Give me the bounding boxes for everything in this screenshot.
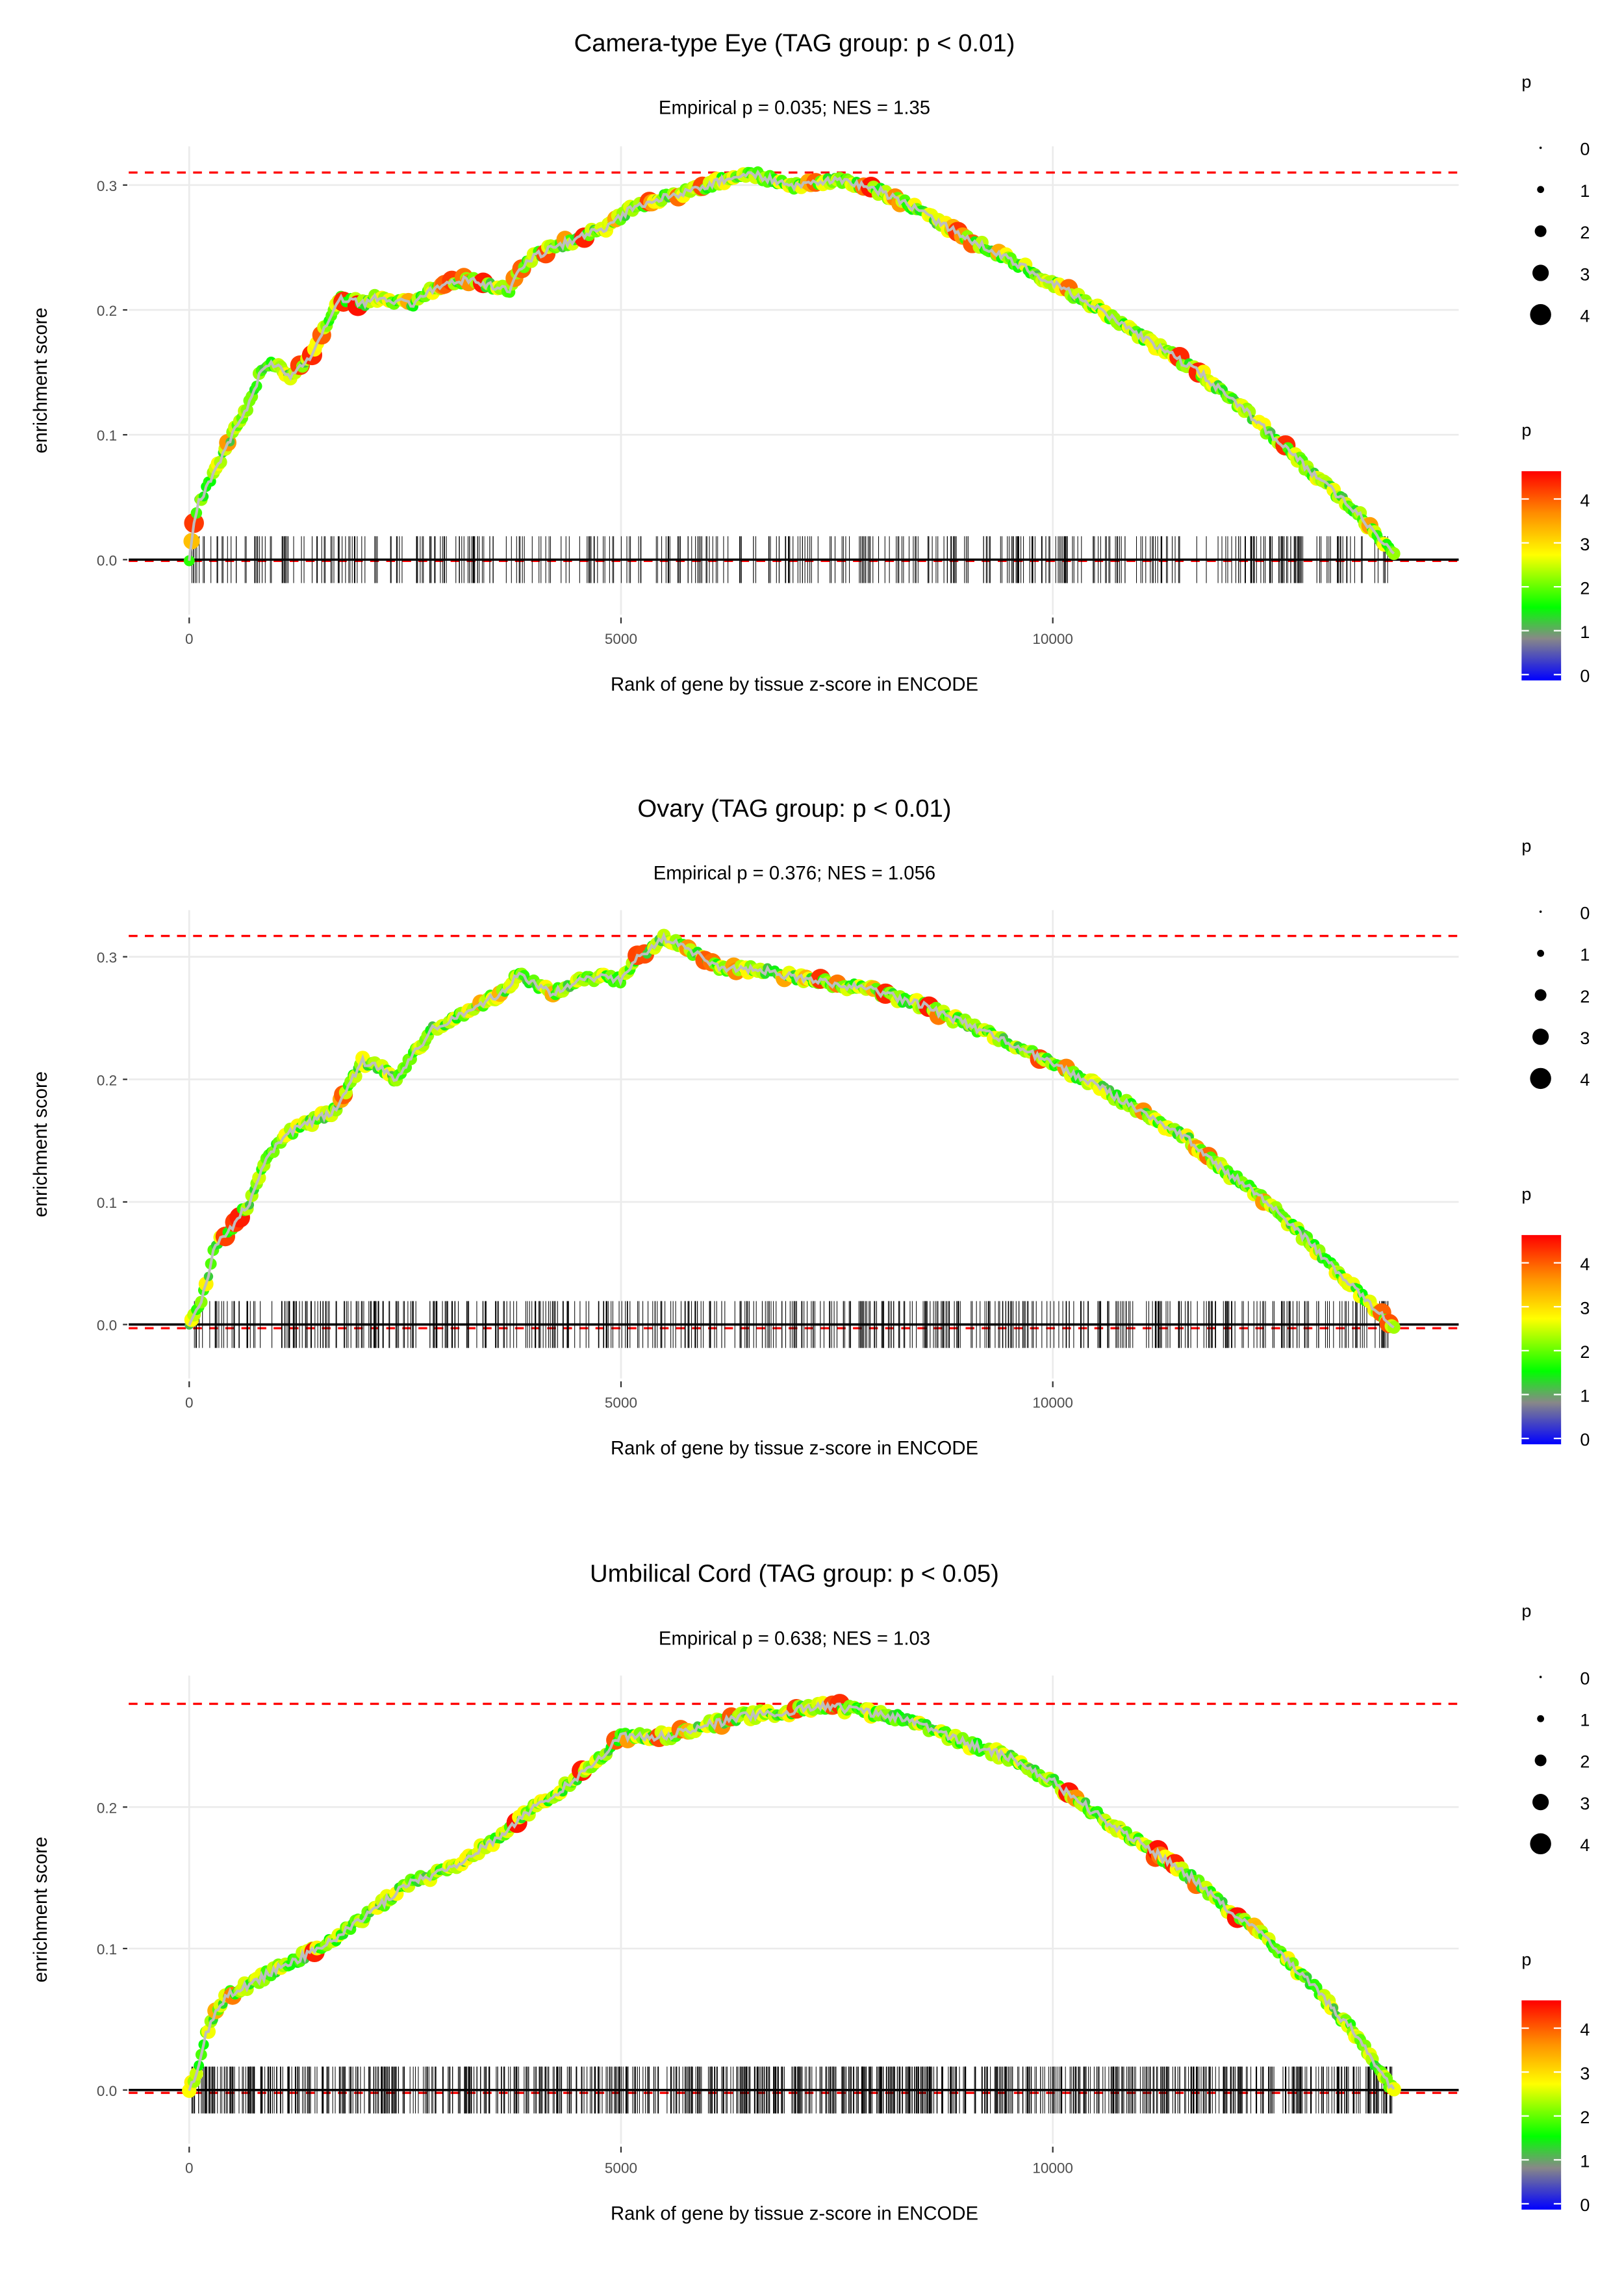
x-tick-label: 10000 <box>1032 2160 1073 2177</box>
x-tick-label: 0 <box>185 631 194 647</box>
y-tick-label: 0.2 <box>97 1800 117 1816</box>
color-legend-title: p <box>1521 420 1531 440</box>
size-legend-label: 3 <box>1580 264 1590 284</box>
size-legend-dot <box>1539 146 1542 149</box>
size-legend-dot <box>1530 1833 1551 1855</box>
size-legend-dot <box>1537 949 1545 957</box>
legend: p 0 1 2 3 4 p 0 1 2 3 4 <box>1521 1602 1590 2215</box>
color-legend-label: 3 <box>1580 1299 1590 1318</box>
color-legend-label: 0 <box>1580 2195 1590 2215</box>
size-legend-label: 1 <box>1580 181 1590 201</box>
size-legend-title: p <box>1521 836 1531 856</box>
color-legend-label: 2 <box>1580 578 1590 598</box>
color-legend-label: 3 <box>1580 2063 1590 2083</box>
running-es-line <box>188 169 1395 561</box>
size-legend-dot <box>1534 225 1547 237</box>
color-legend-bar <box>1521 471 1562 681</box>
y-tick-label: 0.0 <box>97 1318 117 1334</box>
x-tick-label: 5000 <box>605 2160 637 2177</box>
size-legend-dot <box>1530 304 1551 326</box>
gene-points <box>183 166 1401 567</box>
color-legend-label: 1 <box>1580 1386 1590 1406</box>
plot-subtitle: Empirical p = 0.638; NES = 1.03 <box>659 1629 930 1650</box>
gene-points <box>182 1694 1401 2098</box>
y-axis-label: enrichment score <box>31 1837 51 1982</box>
x-tick-label: 0 <box>185 1395 194 1411</box>
size-legend-label: 2 <box>1580 1752 1590 1772</box>
panel-3: Umbilical Cord (TAG group: p < 0.05) Empi… <box>31 1560 1590 2225</box>
plot-title: Camera-type Eye (TAG group: p < 0.01) <box>574 29 1015 57</box>
size-legend-dot <box>1534 1754 1547 1767</box>
size-legend-dot <box>1532 264 1549 281</box>
plot-subtitle: Empirical p = 0.376; NES = 1.056 <box>653 863 935 884</box>
size-legend-label: 0 <box>1580 903 1590 923</box>
y-tick-label: 0.3 <box>97 178 117 194</box>
panel-2: Ovary (TAG group: p < 0.01) Empirical p =… <box>31 795 1590 1459</box>
legend: p 0 1 2 3 4 p 0 1 2 3 4 <box>1521 72 1590 686</box>
color-legend-label: 0 <box>1580 667 1590 686</box>
plot-title: Ovary (TAG group: p < 0.01) <box>637 795 951 823</box>
size-legend-label: 4 <box>1580 1070 1590 1090</box>
x-tick-label: 10000 <box>1032 1395 1073 1411</box>
plot-title: Umbilical Cord (TAG group: p < 0.05) <box>590 1560 999 1588</box>
y-tick-label: 0.1 <box>97 1941 117 1958</box>
y-tick-label: 0.0 <box>97 2083 117 2099</box>
color-legend-label: 4 <box>1580 1255 1590 1274</box>
y-tick-label: 0.1 <box>97 1195 117 1211</box>
size-legend-dot <box>1539 910 1542 913</box>
size-legend-label: 0 <box>1580 140 1590 159</box>
size-legend-label: 4 <box>1580 1835 1590 1855</box>
color-legend-bar <box>1521 2000 1562 2210</box>
gene-points <box>184 928 1401 1334</box>
y-axis-label: enrichment score <box>31 1071 51 1217</box>
color-legend-bar <box>1521 1234 1562 1444</box>
size-legend-label: 1 <box>1580 945 1590 965</box>
size-legend-dot <box>1532 1794 1549 1811</box>
x-axis-label: Rank of gene by tissue z-score in ENCODE <box>611 2204 978 2225</box>
color-legend-label: 2 <box>1580 2108 1590 2127</box>
size-legend-label: 3 <box>1580 1794 1590 1813</box>
panel-1: Camera-type Eye (TAG group: p < 0.01) Emp… <box>31 29 1590 695</box>
color-legend-label: 0 <box>1580 1430 1590 1450</box>
size-legend-label: 4 <box>1580 306 1590 326</box>
y-axis-label: enrichment score <box>31 307 51 453</box>
color-legend-label: 1 <box>1580 622 1590 642</box>
x-tick-label: 0 <box>185 2160 194 2177</box>
size-legend-title: p <box>1521 1602 1531 1621</box>
x-tick-label: 10000 <box>1032 631 1073 647</box>
color-legend-label: 2 <box>1580 1342 1590 1362</box>
size-legend-dot <box>1534 989 1547 1001</box>
size-legend-label: 2 <box>1580 987 1590 1006</box>
legend: p 0 1 2 3 4 p 0 1 2 3 4 <box>1521 836 1590 1450</box>
y-tick-label: 0.0 <box>97 552 117 568</box>
size-legend-dot <box>1537 186 1545 194</box>
size-legend-label: 3 <box>1580 1028 1590 1048</box>
x-axis-label: Rank of gene by tissue z-score in ENCODE <box>611 674 978 695</box>
color-legend-label: 3 <box>1580 535 1590 554</box>
x-axis-label: Rank of gene by tissue z-score in ENCODE <box>611 1438 978 1459</box>
color-legend-label: 4 <box>1580 491 1590 510</box>
size-legend-dot <box>1537 1715 1545 1722</box>
size-legend-dot <box>1532 1028 1549 1045</box>
y-tick-label: 0.3 <box>97 950 117 966</box>
color-legend-label: 1 <box>1580 2152 1590 2171</box>
size-legend-label: 0 <box>1580 1668 1590 1688</box>
x-tick-label: 5000 <box>605 1395 637 1411</box>
size-legend-dot <box>1530 1067 1551 1090</box>
running-es-line <box>188 1700 1395 2091</box>
color-legend-title: p <box>1521 1184 1531 1204</box>
y-tick-label: 0.2 <box>97 303 117 319</box>
size-legend-label: 1 <box>1580 1711 1590 1730</box>
size-legend-label: 2 <box>1580 223 1590 242</box>
x-tick-label: 5000 <box>605 631 637 647</box>
color-legend-label: 4 <box>1580 2020 1590 2039</box>
size-legend-title: p <box>1521 72 1531 92</box>
running-es-line <box>188 932 1395 1329</box>
color-legend-title: p <box>1521 1950 1531 1969</box>
plot-subtitle: Empirical p = 0.035; NES = 1.35 <box>659 98 930 119</box>
y-tick-label: 0.1 <box>97 428 117 444</box>
y-tick-label: 0.2 <box>97 1072 117 1088</box>
size-legend-dot <box>1539 1676 1542 1678</box>
